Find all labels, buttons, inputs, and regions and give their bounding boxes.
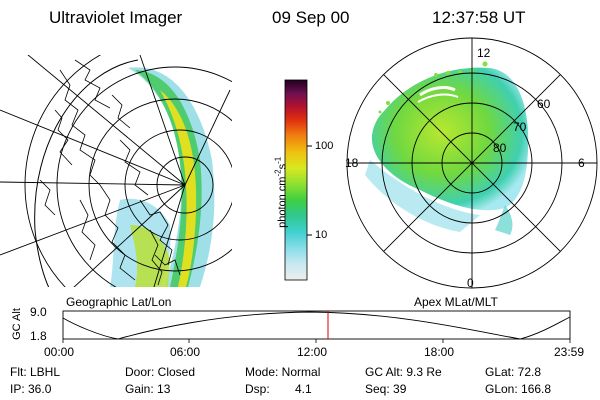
altitude-curve [62,311,571,340]
info-seq: Seq: 39 [365,382,407,396]
colorbar [285,80,307,280]
altplot-xtick-0: 00:00 [44,345,75,359]
colorbar-label: photon cm-2s-1 [273,156,289,228]
mlat-label-60: 60 [537,97,551,111]
info-dsp-value: 4.1 [295,382,312,396]
date-label: 09 Sep 00 [272,8,350,27]
info-dsp-label: Dsp: [245,382,270,396]
mlt-label-0: 0 [467,276,474,290]
altplot-ymax: 9.0 [30,305,47,319]
mlat-label-80: 80 [493,141,507,155]
altitude-plot [62,310,571,343]
instrument-title: Ultraviolet Imager [49,8,183,27]
info-gc-alt: GC Alt: 9.3 Re [365,365,442,379]
mlt-label-18: 18 [345,156,359,170]
coastlines [39,59,181,286]
info-filter: Flt: LBHL [10,365,61,379]
info-gain: Gain: 13 [125,382,171,396]
time-label: 12:37:58 UT [432,8,526,27]
mlt-label-12: 12 [477,46,491,60]
info-ip: IP: 36.0 [10,382,52,396]
mlt-label-6: 6 [578,156,585,170]
info-glon: GLon: 166.8 [485,382,552,396]
aurora-geo-core [160,90,197,287]
altplot-xtick-2: 12:00 [297,345,328,359]
altplot-xtick-4: 23:59 [554,345,585,359]
colorbar-tick-10: 10 [315,229,328,241]
info-glat: GLat: 72.8 [485,365,542,379]
altplot-ymin: 1.8 [30,329,47,343]
apex-polar-panel [346,37,598,289]
mlat-label-70: 70 [513,120,527,134]
aurora-geo-band [135,70,202,287]
altplot-axis-label: GC Alt [11,308,23,340]
geographic-map-panel [0,55,232,287]
colorbar-tick-100: 100 [315,140,334,152]
altplot-xtick-1: 06:00 [170,345,201,359]
aurora-apex [371,67,529,211]
info-door: Door: Closed [125,365,196,379]
altplot-xtick-3: 18:00 [424,345,455,359]
info-mode: Mode: Normal [245,365,321,379]
geographic-caption: Geographic Lat/Lon [66,295,172,309]
apex-caption: Apex MLat/MLT [414,295,498,309]
